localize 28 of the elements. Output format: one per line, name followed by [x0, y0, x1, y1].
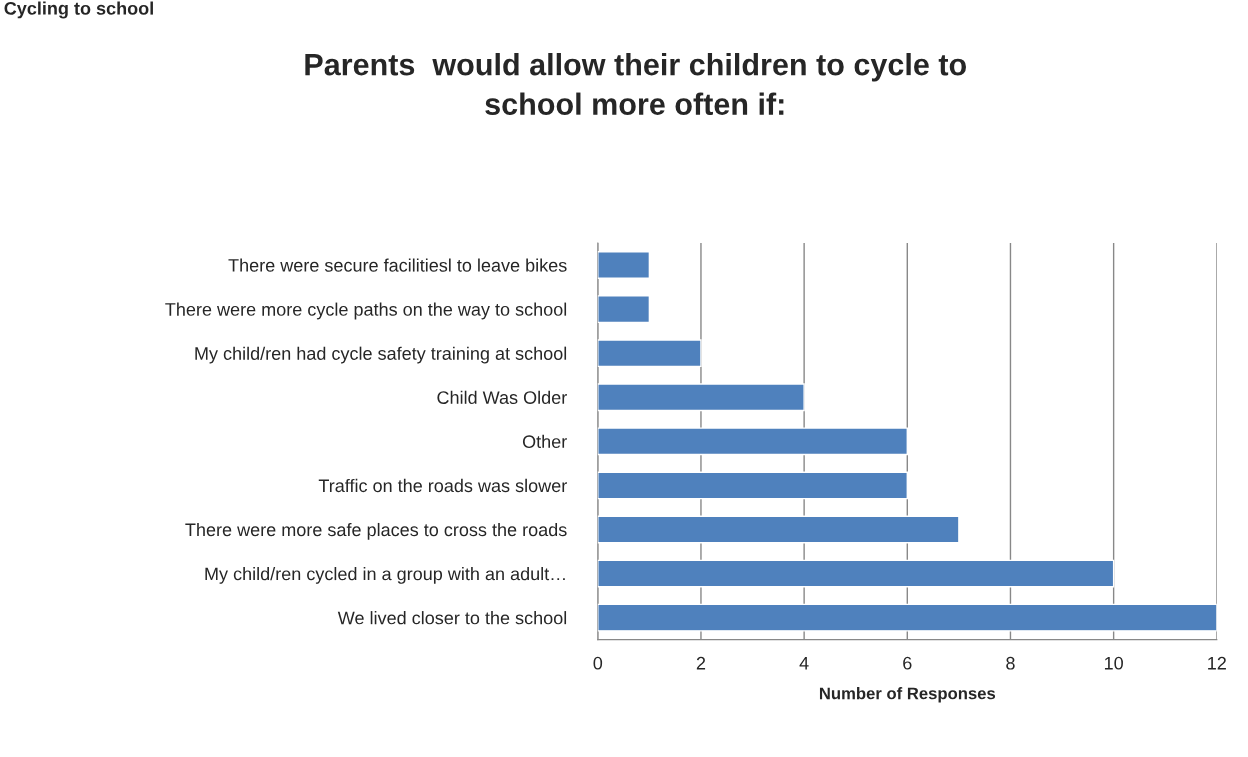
bar — [597, 251, 651, 279]
bar — [597, 603, 1217, 632]
y-tick-label: There were secure facilitiesl to leave bikes — [228, 258, 567, 272]
bar — [597, 295, 651, 324]
x-tick-label: 10 — [1104, 656, 1123, 670]
bar — [597, 471, 908, 500]
x-tick-label: 2 — [696, 656, 706, 670]
text: Cycling to school — [4, 1, 153, 19]
bar — [597, 559, 1115, 588]
y-tick-label: Other — [522, 434, 567, 449]
y-tick-label: There were more safe places to cross the roads — [185, 522, 567, 540]
y-tick-label: Child Was Older — [437, 390, 567, 404]
x-tick-label: 0 — [593, 656, 603, 670]
x-tick-label: 4 — [799, 656, 809, 670]
x-tick-label: 12 — [1208, 656, 1226, 670]
y-tick-label: Traffic on the roads was slower — [318, 478, 567, 493]
bar — [597, 427, 908, 456]
x-axis-title: Number of Responses — [819, 687, 996, 703]
bar — [597, 383, 805, 412]
y-tick-label: There were more cycle paths on the way to school — [165, 302, 567, 320]
y-tick-label: My child/ren had cycle safety training at school — [195, 346, 567, 364]
y-tick-label: My child/ren cycled in a group with an adult… — [205, 567, 565, 584]
chart-title: Parents would allow their children to cycle to school more often if: — [305, 52, 966, 115]
y-tick-label: We lived closer to the school — [337, 611, 567, 625]
bar — [597, 515, 960, 544]
x-tick-label: 8 — [1006, 656, 1015, 670]
bar — [597, 339, 702, 368]
x-tick-label: 6 — [903, 656, 912, 670]
